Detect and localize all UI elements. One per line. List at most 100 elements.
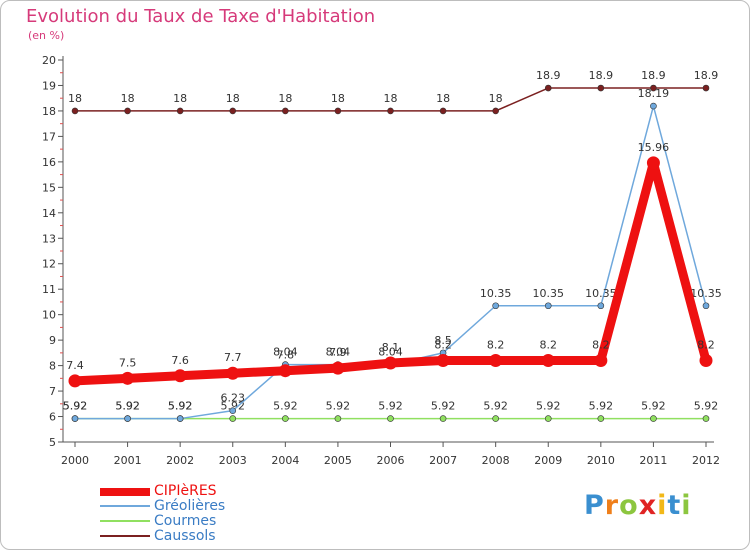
- data-label: 8.2: [592, 339, 610, 352]
- y-tick-label: 10: [42, 309, 56, 322]
- data-point: [387, 107, 394, 115]
- data-point: [489, 354, 503, 368]
- data-point: [436, 354, 450, 368]
- x-tick-label: 2003: [219, 454, 247, 467]
- data-point: [282, 107, 289, 115]
- data-point: [331, 361, 345, 375]
- data-point: [597, 84, 605, 92]
- data-point: [597, 415, 605, 422]
- data-label: 10.35: [533, 287, 565, 300]
- logo-letter: r: [604, 490, 620, 521]
- data-point: [71, 415, 79, 422]
- data-label: 5.92: [431, 400, 456, 413]
- data-label: 18: [278, 92, 292, 105]
- data-label: 18.9: [536, 69, 561, 82]
- data-label: 8.04: [378, 346, 403, 359]
- data-point: [229, 407, 237, 414]
- data-point: [492, 415, 499, 422]
- logo-letter: i: [657, 490, 668, 521]
- data-label: 15.96: [638, 141, 670, 154]
- data-label: 18: [121, 92, 135, 105]
- y-tick-label: 19: [42, 79, 56, 92]
- data-point: [544, 415, 552, 422]
- data-label: 7.8: [277, 349, 295, 362]
- data-label: 8.2: [434, 339, 452, 352]
- data-label: 10.35: [585, 287, 617, 300]
- data-label: 5.92: [589, 400, 614, 413]
- legend-swatch-greolieres: [100, 505, 150, 507]
- data-label: 5.92: [168, 400, 193, 413]
- data-point: [646, 156, 660, 170]
- data-point: [71, 107, 79, 115]
- data-point: [597, 302, 605, 310]
- data-label: 5.92: [536, 400, 561, 413]
- logo-letter: x: [638, 490, 658, 521]
- legend-swatch-cipieres: [100, 488, 150, 496]
- data-label: 8.1: [382, 341, 400, 354]
- data-point: [68, 374, 82, 388]
- x-tick-label: 2007: [429, 454, 457, 467]
- y-tick-label: 18: [42, 105, 56, 118]
- x-tick-label: 2004: [271, 454, 299, 467]
- data-label: 5.92: [115, 400, 140, 413]
- data-point: [702, 84, 710, 92]
- data-label: 18: [226, 92, 240, 105]
- data-label: 8.2: [697, 339, 715, 352]
- y-tick-label: 6: [49, 411, 56, 424]
- data-point: [702, 302, 710, 310]
- data-point: [699, 354, 713, 368]
- data-point: [544, 84, 552, 92]
- y-tick-label: 12: [42, 258, 56, 271]
- data-label: 10.35: [480, 287, 512, 300]
- y-tick-label: 20: [42, 54, 56, 67]
- data-point: [124, 107, 131, 115]
- logo-letter: o: [619, 490, 639, 521]
- y-tick-label: 17: [42, 130, 56, 143]
- data-point: [124, 415, 131, 422]
- legend-label-cipieres: CIPIèRES: [154, 483, 217, 499]
- y-tick-label: 13: [42, 232, 56, 245]
- x-tick-label: 2010: [587, 454, 615, 467]
- x-tick-label: 2002: [166, 454, 194, 467]
- data-point: [334, 107, 342, 115]
- data-label: 7.9: [329, 346, 347, 359]
- data-label: 7.4: [66, 359, 84, 372]
- data-point: [173, 369, 187, 383]
- logo-letter: P: [584, 490, 605, 521]
- data-label: 7.6: [171, 354, 189, 367]
- data-point: [278, 364, 292, 378]
- data-label: 5.92: [63, 400, 88, 413]
- y-tick-label: 8: [49, 360, 56, 373]
- data-point: [121, 371, 135, 385]
- data-label: 18.9: [694, 69, 719, 82]
- x-tick-label: 2006: [377, 454, 405, 467]
- series-line: [74, 105, 707, 420]
- data-point: [544, 302, 552, 310]
- x-tick-label: 2001: [114, 454, 142, 467]
- x-tick-label: 2009: [534, 454, 562, 467]
- data-label: 7.7: [224, 351, 242, 364]
- data-point: [492, 302, 499, 310]
- data-point: [176, 415, 184, 422]
- data-label: 18.9: [641, 69, 666, 82]
- data-label: 8.2: [540, 339, 558, 352]
- x-tick-label: 2000: [61, 454, 89, 467]
- y-tick-label: 15: [42, 181, 56, 194]
- data-point: [439, 107, 447, 115]
- data-label: 5.92: [63, 400, 88, 413]
- chart-subtitle: (en %): [28, 29, 65, 42]
- x-tick-label: 2012: [692, 454, 720, 467]
- data-point: [229, 415, 237, 422]
- data-point: [541, 354, 555, 368]
- data-label: 8.04: [326, 346, 351, 359]
- data-point: [282, 415, 289, 422]
- x-tick-label: 2005: [324, 454, 352, 467]
- data-point: [384, 356, 397, 370]
- data-label: 5.92: [273, 400, 298, 413]
- data-label: 18: [384, 92, 398, 105]
- data-point: [229, 107, 237, 115]
- y-tick-label: 14: [42, 207, 56, 220]
- data-label: 18: [331, 92, 345, 105]
- data-label: 6.23: [221, 392, 246, 405]
